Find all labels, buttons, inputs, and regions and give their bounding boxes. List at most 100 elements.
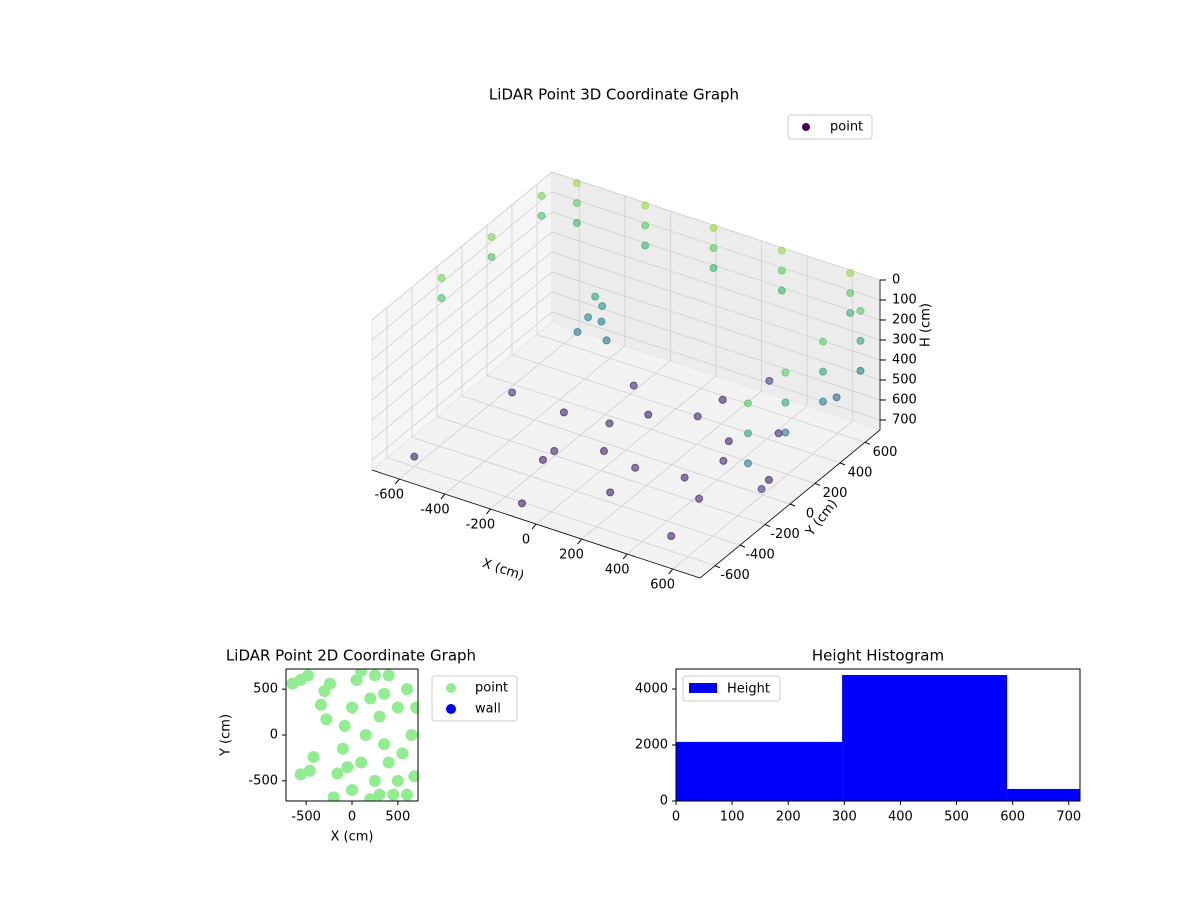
point — [550, 446, 559, 455]
point — [355, 756, 368, 769]
legend-marker — [446, 683, 456, 693]
legend-box — [787, 114, 873, 140]
point — [718, 395, 727, 404]
point — [537, 211, 546, 220]
x-tick-label: 0 — [672, 810, 680, 825]
point — [606, 488, 615, 497]
y-axis-label: Y (cm) — [219, 714, 234, 757]
point — [336, 742, 349, 755]
point — [584, 313, 593, 322]
point — [781, 368, 790, 377]
point — [605, 419, 614, 428]
point — [487, 232, 496, 241]
point — [396, 747, 409, 760]
point — [856, 306, 865, 315]
x-tick — [394, 478, 400, 485]
point — [331, 767, 344, 780]
y-tick-label: 0 — [806, 507, 814, 522]
x-tick — [531, 523, 537, 530]
chart-title: LiDAR Point 3D Coordinate Graph — [489, 86, 739, 104]
x-tick-label: 0 — [348, 810, 356, 825]
x-tick-label: 400 — [605, 563, 630, 578]
point — [695, 494, 704, 503]
point — [709, 244, 718, 253]
point — [781, 398, 790, 407]
point — [359, 729, 372, 741]
x-axis-label: X (cm) — [331, 830, 374, 845]
point — [667, 532, 676, 541]
point — [401, 683, 413, 696]
y-tick-label: 0 — [270, 728, 278, 743]
x-tick-label: 500 — [944, 810, 969, 825]
legend-label: Height — [727, 682, 770, 697]
y-tick — [789, 503, 796, 507]
point — [538, 455, 547, 464]
point — [307, 751, 320, 763]
z-tick-label: 400 — [892, 352, 917, 367]
point — [641, 221, 650, 230]
legend-box — [431, 675, 518, 722]
x-tick-label: 600 — [1000, 810, 1025, 825]
grid-line — [436, 416, 766, 525]
plot-area — [286, 669, 418, 801]
x-tick-label: 500 — [385, 810, 410, 825]
x-tick-label: 200 — [559, 548, 584, 563]
y-tick-label: 500 — [253, 682, 278, 697]
point — [846, 269, 855, 278]
point — [602, 336, 611, 345]
point — [405, 729, 418, 741]
point — [373, 788, 386, 801]
point — [346, 784, 358, 796]
point — [338, 719, 351, 732]
point — [364, 692, 377, 705]
point — [373, 710, 386, 723]
point — [410, 701, 418, 714]
grid-line — [371, 171, 553, 321]
y-tick-label: 0 — [660, 794, 668, 809]
point — [410, 452, 419, 461]
point — [743, 429, 752, 438]
point — [764, 475, 773, 484]
point — [408, 770, 418, 783]
z-tick-label: 700 — [892, 412, 917, 427]
point — [598, 302, 607, 311]
point — [355, 669, 368, 677]
y-tick — [839, 462, 846, 466]
grid-line — [371, 251, 553, 401]
x-tick-label: 200 — [776, 810, 801, 825]
point — [364, 793, 377, 801]
point — [856, 366, 865, 375]
x-tick — [440, 493, 446, 500]
x-tick-label: 600 — [650, 578, 675, 593]
z-tick-label: 200 — [892, 312, 917, 327]
x-tick — [577, 538, 582, 545]
point — [572, 179, 581, 188]
x-tick-label: 400 — [888, 810, 913, 825]
point — [368, 669, 381, 682]
point — [765, 376, 774, 385]
chart-title: LiDAR Point 2D Coordinate Graph — [226, 647, 476, 665]
grid-line — [411, 436, 741, 546]
point — [818, 367, 827, 376]
point — [368, 774, 381, 787]
point — [709, 224, 718, 233]
point — [314, 698, 327, 711]
grid-line — [511, 354, 841, 464]
point — [818, 337, 827, 346]
x-tick — [668, 568, 674, 575]
z-tick-label: 100 — [892, 292, 917, 307]
z-tick-label: 300 — [892, 332, 917, 347]
grid-line — [386, 457, 716, 567]
point — [391, 774, 404, 787]
grid-line — [371, 291, 553, 441]
point — [818, 397, 827, 406]
point — [641, 201, 650, 210]
y-tick — [864, 441, 871, 445]
point — [378, 738, 391, 751]
grid-line — [371, 271, 553, 421]
chart-title: Height Histogram — [812, 647, 944, 665]
point — [324, 677, 336, 690]
point — [382, 756, 395, 769]
point — [680, 473, 689, 482]
